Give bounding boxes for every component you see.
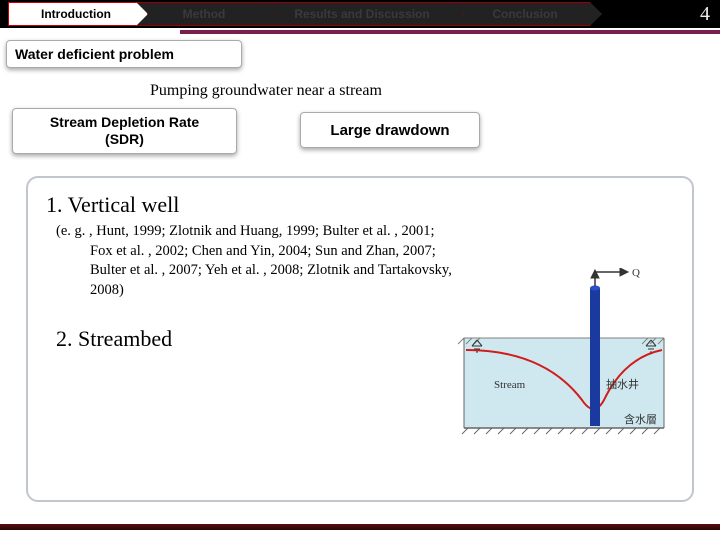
nav-label: Introduction [41,7,111,21]
content-frame: 1. Vertical well (e. g. , Hunt, 1999; Zl… [26,176,694,502]
nav-label: Conclusion [492,7,557,21]
box-water-deficient: Water deficient problem [6,40,242,68]
q-arrow [591,268,628,286]
nav-label: Results and Discussion [294,7,429,21]
nav-tab-conclusion[interactable]: Conclusion [452,2,602,26]
subtitle: Pumping groundwater near a stream [150,82,382,100]
bottom-rule [0,524,720,530]
q-label: Q [632,268,640,279]
well-label: 抽水井 [606,377,639,391]
box-large-drawdown: Large drawdown [300,112,480,148]
stream-label: Stream [494,379,526,391]
bedrock-hatch [462,428,660,434]
nav-tabs: Introduction Method Results and Discussi… [8,2,660,26]
well-pipe [590,288,600,426]
figure-well-stream: Q Stream 抽水井 含水層 [454,268,674,448]
nav-label: Method [183,7,226,21]
well-top [590,286,600,291]
nav-tab-introduction[interactable]: Introduction [8,2,148,26]
box-sdr: Stream Depletion Rate (SDR) [12,108,237,154]
nav-tab-method[interactable]: Method [136,2,276,26]
sdr-line1: Stream Depletion Rate [50,114,199,130]
box-label: Large drawdown [330,122,449,139]
item1-title: 1. Vertical well [46,192,674,218]
sdr-line2: (SDR) [105,131,144,147]
nav-tab-results[interactable]: Results and Discussion [264,2,464,26]
accent-underline [0,28,720,36]
aquifer-label: 含水層 [624,412,657,426]
box-label: Water deficient problem [15,46,174,62]
box-sdr-text: Stream Depletion Rate (SDR) [50,114,199,148]
item1-refs: (e. g. , Hunt, 1999; Zlotnik and Huang, … [56,222,456,300]
page-number: 4 [700,0,710,28]
